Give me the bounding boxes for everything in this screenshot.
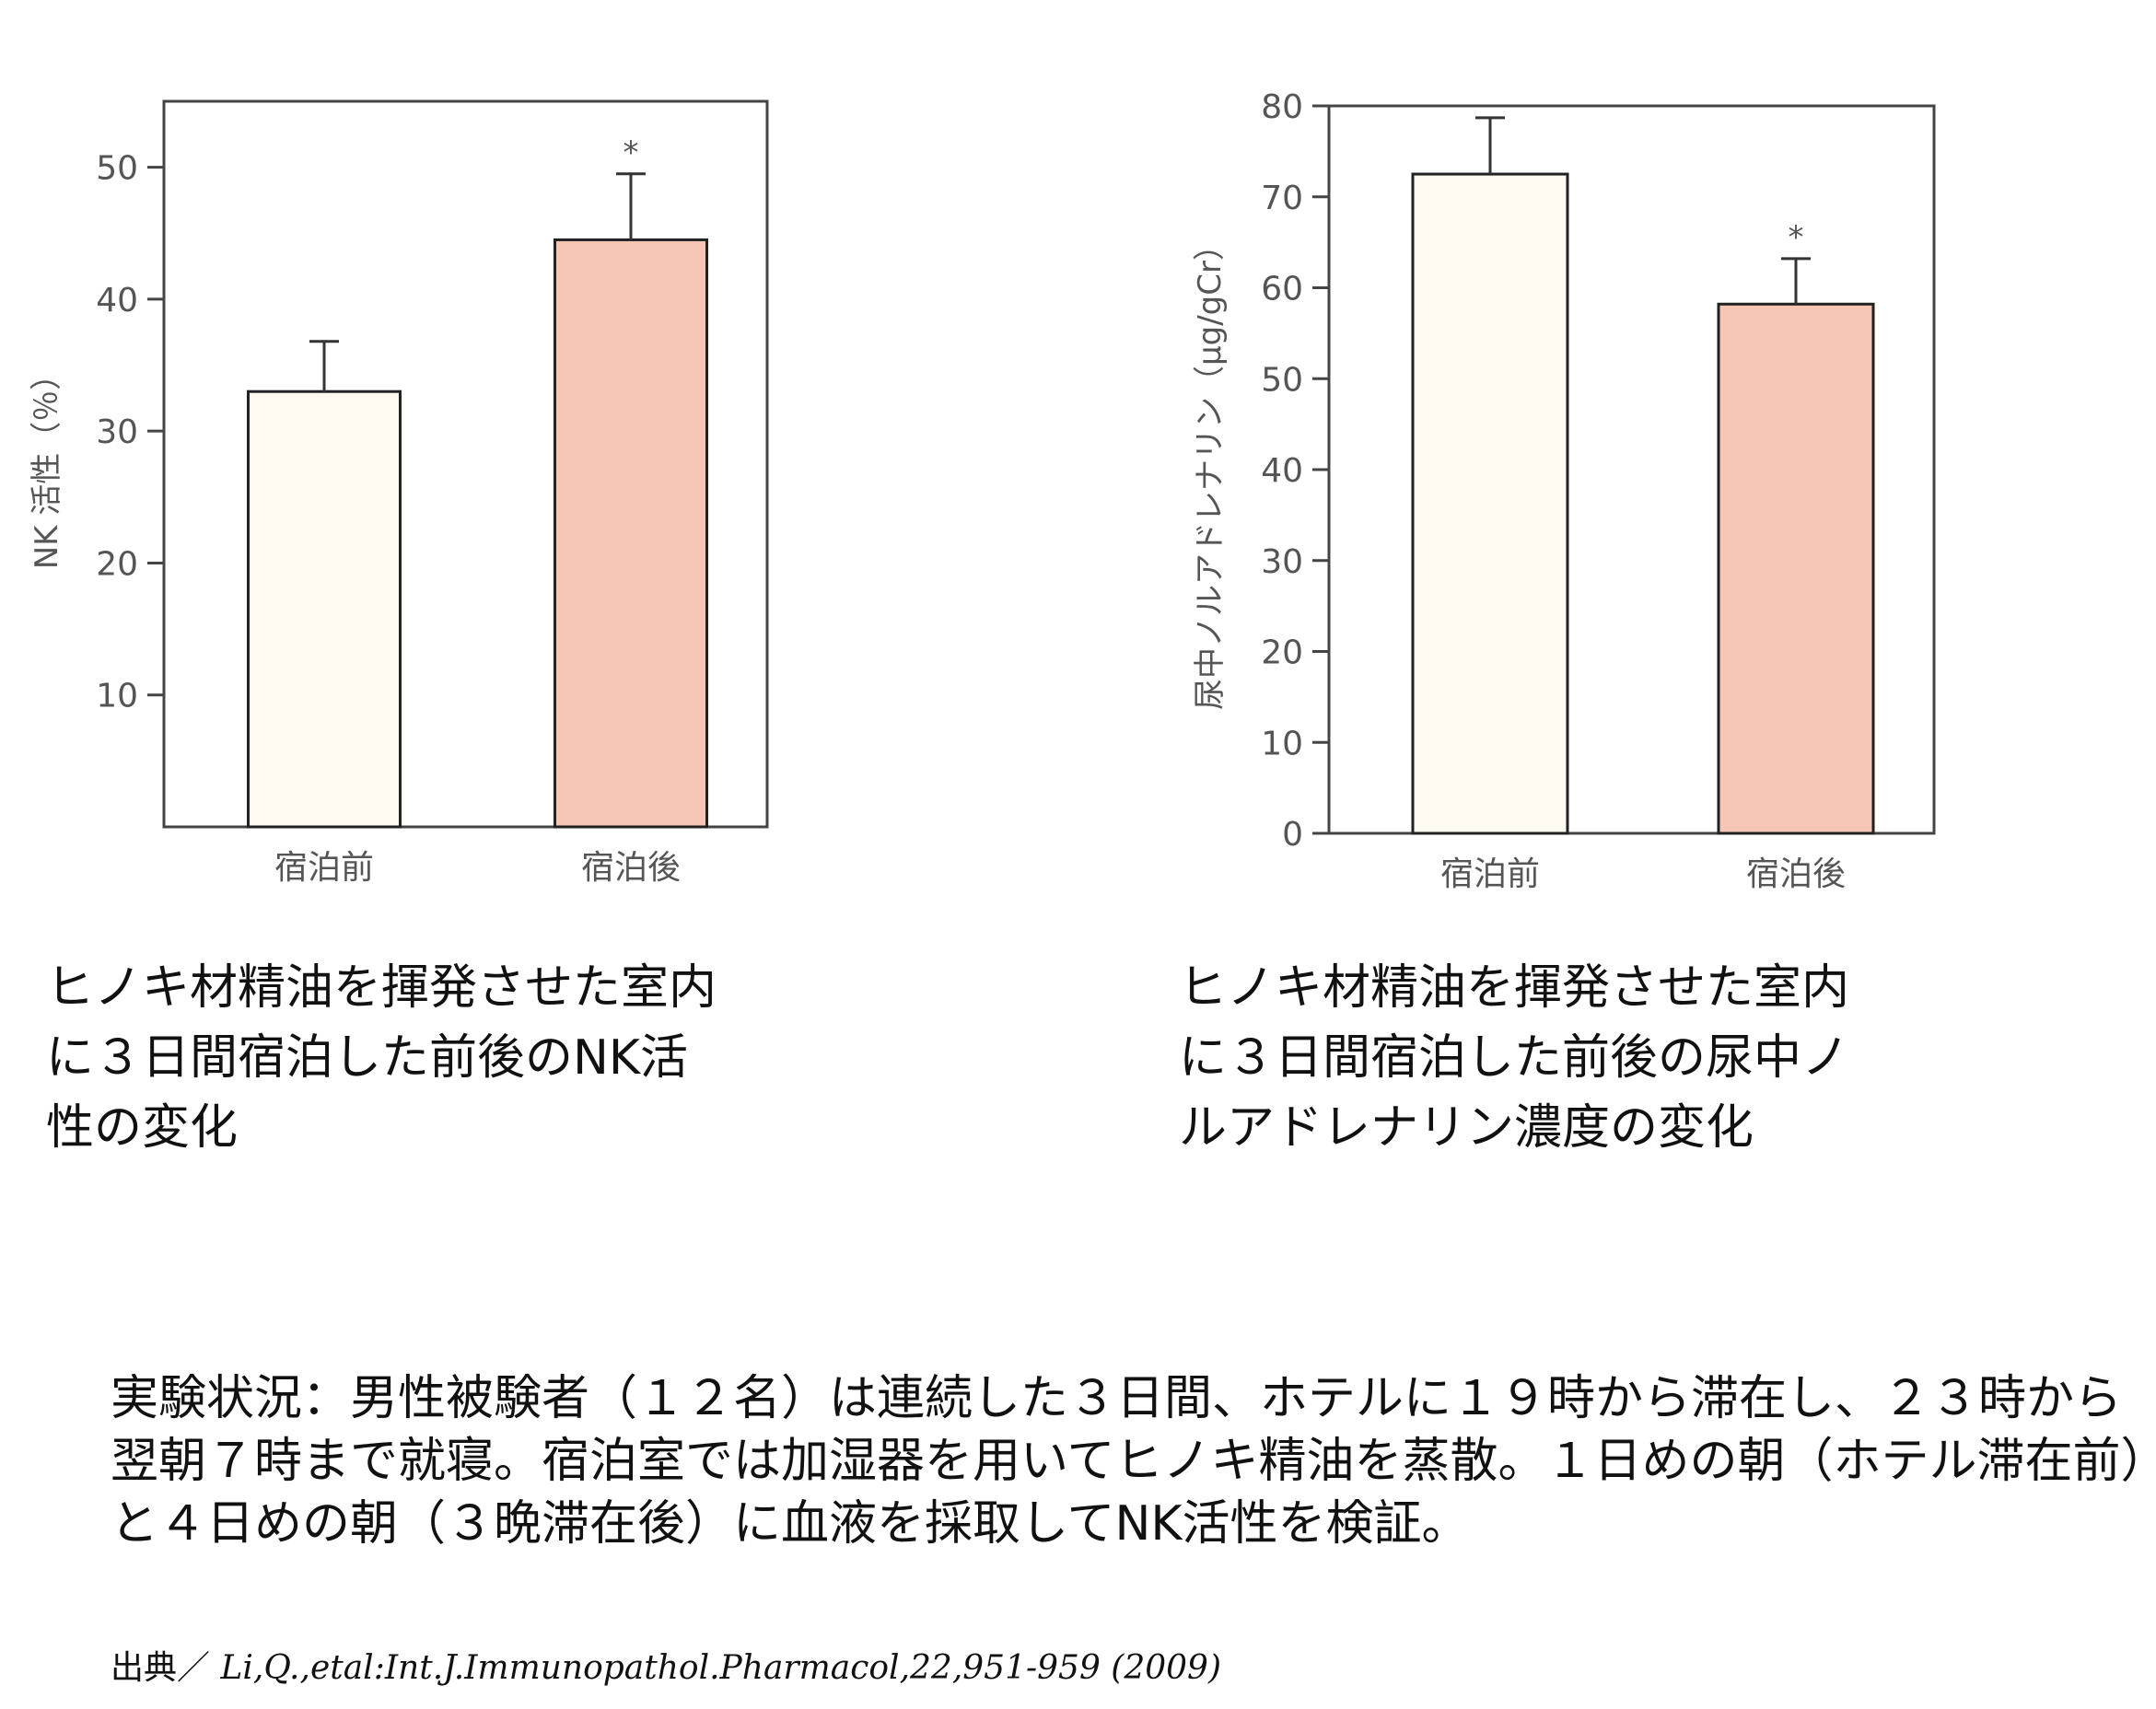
y-tick-label: 30 <box>96 413 138 451</box>
significance-marker: * <box>623 134 639 171</box>
y-tick-label: 40 <box>1261 452 1303 490</box>
experiment-description: 実験状況：男性被験者（１２名）は連続した３日間、ホテルに１９時から滞在し、２３時… <box>111 1371 2145 1552</box>
bar <box>554 238 708 829</box>
y-axis-label: NK 活性（％） <box>29 359 65 570</box>
nk-activity-chart: 10 20 30 40 50 NK 活性（％） 宿泊前 * 宿泊後 <box>29 99 769 887</box>
y-tick-label: 50 <box>1261 361 1303 399</box>
bar <box>247 389 402 829</box>
source-reference: Li,Q.,etal:Int.J.Immunopathol.Pharmacol,… <box>220 1649 1222 1687</box>
y-tick-label: 20 <box>96 545 138 583</box>
y-axis-label: 尿中ノルアドレナリン（μg/gCr） <box>1192 229 1229 710</box>
caption-noradrenaline: ヒノキ材精油を揮発させた室内 に３日間宿泊した前後の尿中ノ ルアドレナリン濃度の… <box>1179 960 1850 1156</box>
significance-marker: * <box>1789 219 1804 256</box>
plot-frame <box>162 99 769 829</box>
y-tick-label: 10 <box>1261 725 1303 762</box>
source-label: 出典／ <box>111 1649 211 1687</box>
x-category-label: 宿泊前 <box>1440 855 1540 893</box>
y-tick-label: 20 <box>1261 634 1303 672</box>
y-tick-label: 40 <box>96 282 138 320</box>
caption-nk-activity: ヒノキ材精油を揮発させた室内 に３日間宿泊した前後のNK活 性の変化 <box>46 960 717 1156</box>
y-tick-label: 50 <box>96 150 138 188</box>
y-tick-label: 30 <box>1261 543 1303 581</box>
x-category-label: 宿泊前 <box>274 849 374 887</box>
y-tick-label: 10 <box>96 678 138 715</box>
y-tick-label: 0 <box>1282 816 1303 854</box>
noradrenaline-chart: 0 10 20 30 40 50 60 70 80 尿中ノルアドレナリン（μg/gCr） 宿泊前 * 宿… <box>1192 88 1936 893</box>
bar <box>1411 172 1569 835</box>
y-tick-label: 70 <box>1261 180 1303 217</box>
x-category-label: 宿泊後 <box>581 849 681 887</box>
y-tick-label: 80 <box>1261 88 1303 126</box>
x-category-label: 宿泊後 <box>1746 855 1846 893</box>
bar <box>1717 302 1875 835</box>
source-citation: 出典／ Li,Q.,etal:Int.J.Immunopathol.Pharma… <box>111 1641 1221 1689</box>
y-tick-label: 60 <box>1261 271 1303 308</box>
